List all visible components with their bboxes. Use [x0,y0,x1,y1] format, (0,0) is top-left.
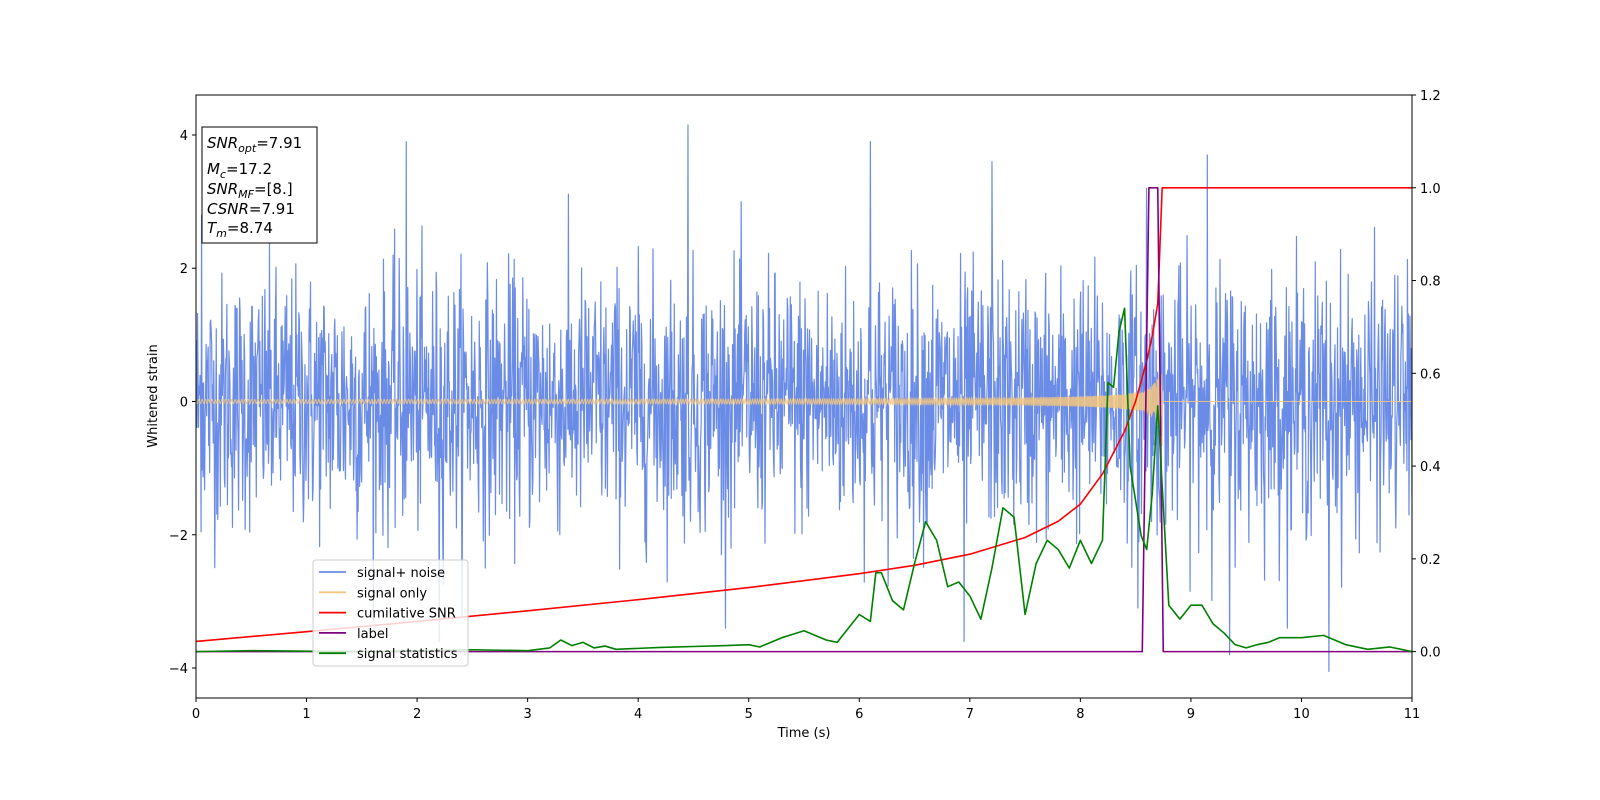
y-tick-label-left: −2 [169,529,188,544]
legend: signal+ noise signal only cumilative SNR la… [312,559,469,667]
y-axis-left: −4 −2 0 2 4 [169,129,196,677]
legend-entry: signal only [357,586,427,601]
y-axis-label: Whitened strain [146,344,161,447]
info-box: SNRopt=7.91 Mc=17.2 SNRMF=[8.] CSNR=7.91… [201,126,318,244]
series-signal-noise [196,124,1412,672]
x-tick-label: 10 [1293,707,1310,722]
y-tick-label-right: 1.2 [1420,89,1441,104]
y-tick-label-left: 2 [180,262,188,277]
x-tick-label: 4 [634,707,642,722]
x-tick-label: 7 [966,707,974,722]
x-tick-label: 5 [745,707,753,722]
info-snr-mf: SNRMF=[8.] [207,180,293,201]
y-axis-right: 0.0 0.2 0.4 0.6 0.8 1.0 1.2 [1412,89,1441,661]
x-axis-label: Time (s) [777,726,831,741]
legend-frame [312,559,469,667]
legend-entry: cumilative SNR [357,607,456,622]
y-tick-label-left: −4 [169,662,188,677]
y-tick-label-right: 0.6 [1420,367,1441,382]
legend-entry: signal statistics [357,647,458,662]
series-label [196,186,1412,653]
legend-entry: label [357,627,388,642]
x-tick-label: 8 [1076,707,1084,722]
plot-area [196,124,1412,672]
info-tm: Tm=8.74 [207,219,273,240]
info-mc: Mc=17.2 [207,160,272,181]
x-tick-label: 1 [302,707,310,722]
x-tick-label: 9 [1187,707,1195,722]
x-tick-label: 3 [523,707,531,722]
x-axis: 0 1 2 3 4 5 6 7 8 9 10 11 [192,698,1420,722]
series-signal-statistics [196,307,1412,653]
plot-frame [195,94,1413,699]
x-tick-label: 0 [192,707,200,722]
y-tick-label-left: 4 [180,129,188,144]
y-tick-label-right: 1.0 [1420,182,1441,197]
info-csnr: CSNR=7.91 [207,200,295,218]
x-tick-label: 11 [1404,707,1421,722]
y-tick-label-left: 0 [180,395,188,410]
y-tick-label-right: 0.4 [1420,460,1441,475]
info-snr-opt: SNRopt=7.91 [207,134,302,155]
info-box-frame [201,126,318,244]
y-tick-label-right: 0.8 [1420,275,1441,290]
legend-entry: signal+ noise [357,566,445,581]
x-tick-label: 2 [413,707,421,722]
y-tick-label-right: 0.2 [1420,553,1441,568]
series-cumilative-snr [196,186,1412,643]
series-signal-only [196,373,1412,447]
x-tick-label: 6 [855,707,863,722]
y-tick-label-right: 0.0 [1420,646,1441,661]
